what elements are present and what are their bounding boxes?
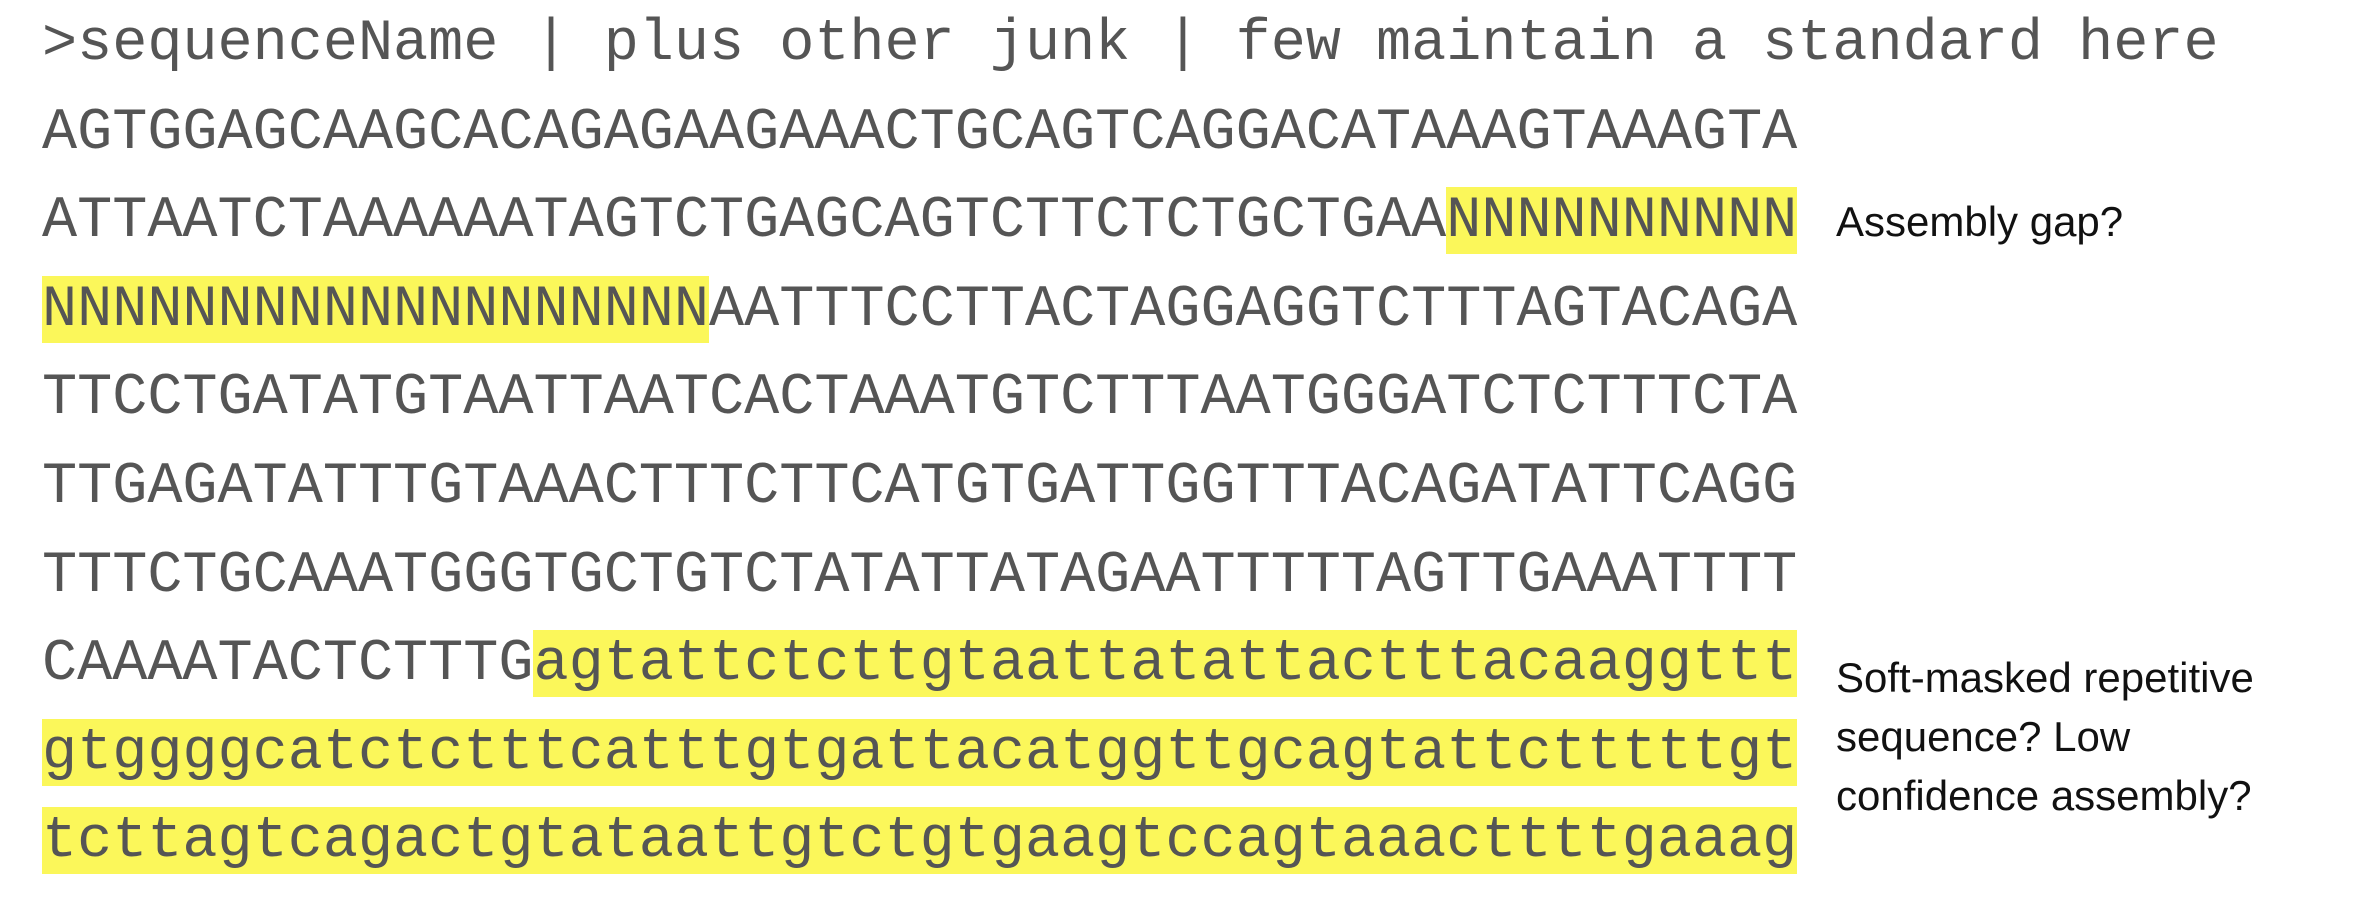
sequence-line: TTTCTGCAAATGGGTGCTGTCTATATTATAGAATTTTTAG… (42, 532, 2219, 621)
highlighted-segment: tcttagtcagactgtataattgtctgtgaagtccagtaaa… (42, 807, 1798, 875)
highlighted-segment: gtggggcatctctttcatttgtgattacatggttgcagta… (42, 718, 1798, 786)
annotation: Assembly gap? (1836, 192, 2123, 251)
highlighted-segment: agtattctcttgtaattatattactttacaaggttt (533, 630, 1798, 698)
sequence-segment: AATTTCCTTACTAGGAGGTCTTTAGTACAGA (709, 275, 1798, 343)
sequence-line: TTCCTGATATGTAATTAATCACTAAATGTCTTTAATGGGA… (42, 354, 2219, 443)
sequence-line: AGTGGAGCAAGCACAGAGAAGAAACTGCAGTCAGGACATA… (42, 89, 2219, 178)
annotation-line: Soft-masked repetitive (1836, 654, 2254, 702)
sequence-line: gtggggcatctctttcatttgtgattacatggttgcagta… (42, 709, 2219, 798)
sequence-segment: AGTGGAGCAAGCACAGAGAAGAAACTGCAGTCAGGACATA… (42, 98, 1798, 166)
sequence-segment: CAAAATACTCTTTG (42, 630, 534, 698)
sequence-segment: ATTAATCTAAAAAATAGTCTGAGCAGTCTTCTCTGCTGAA (42, 187, 1447, 255)
highlighted-segment: NNNNNNNNNNNNNNNNNNN (42, 275, 710, 343)
sequence-segment: TTGAGATATTTGTAAACTTTCTTCATGTGATTGGTTTACA… (42, 452, 1798, 520)
sequence-line: CAAAATACTCTTTGagtattctcttgtaattatattactt… (42, 620, 2219, 709)
highlighted-segment: NNNNNNNNNN (1446, 187, 1798, 255)
sequence-line: TTGAGATATTTGTAAACTTTCTTCATGTGATTGGTTTACA… (42, 443, 2219, 532)
sequence-line: ATTAATCTAAAAAATAGTCTGAGCAGTCTTCTCTGCTGAA… (42, 177, 2219, 266)
sequence-segment: >sequenceName | plus other junk | few ma… (42, 10, 2219, 77)
annotation-line: sequence? Low (1836, 713, 2131, 761)
annotation-line: confidence assembly? (1836, 772, 2252, 820)
annotation-line: Assembly gap? (1836, 198, 2124, 245)
sequence-line: tcttagtcagactgtataattgtctgtgaagtccagtaaa… (42, 797, 2219, 886)
sequence-line: >sequenceName | plus other junk | few ma… (42, 0, 2219, 89)
annotation: Soft-masked repetitive sequence? Low confi… (1836, 648, 2254, 825)
sequence-segment: TTTCTGCAAATGGGTGCTGTCTATATTATAGAATTTTTAG… (42, 541, 1798, 609)
sequence-segment: TTCCTGATATGTAATTAATCACTAAATGTCTTTAATGGGA… (42, 364, 1798, 432)
sequence-block: >sequenceName | plus other junk | few ma… (42, 0, 2219, 886)
sequence-line: NNNNNNNNNNNNNNNNNNNAATTTCCTTACTAGGAGGTCT… (42, 266, 2219, 355)
